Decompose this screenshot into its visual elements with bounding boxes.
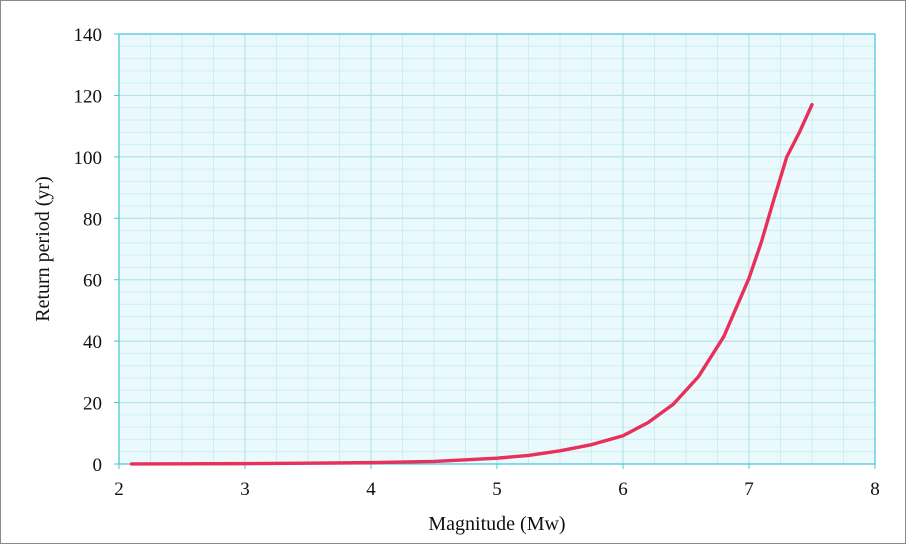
x-tick-label: 6 (618, 479, 628, 500)
x-tick-label: 7 (744, 479, 754, 500)
x-tick-label: 8 (870, 479, 880, 500)
x-axis-title: Magnitude (Mw) (428, 513, 565, 535)
x-tick-label: 2 (114, 479, 124, 500)
series-layer (129, 102, 814, 466)
y-tick-label: 140 (74, 25, 103, 46)
y-tick-label: 120 (74, 86, 103, 107)
y-tick-label: 0 (93, 455, 103, 476)
grid (118, 33, 876, 465)
return-period-curve (129, 102, 814, 466)
x-tick-label: 4 (366, 479, 376, 500)
y-tick-label: 80 (83, 209, 102, 230)
y-tick-label: 100 (74, 148, 103, 169)
y-tick-label: 60 (83, 271, 102, 292)
y-axis-title: Return period (yr) (32, 176, 54, 322)
x-tick-label: 5 (492, 479, 502, 500)
y-tick-label: 40 (83, 332, 102, 353)
y-tick-label: 20 (83, 394, 102, 415)
x-tick-label: 3 (240, 479, 250, 500)
